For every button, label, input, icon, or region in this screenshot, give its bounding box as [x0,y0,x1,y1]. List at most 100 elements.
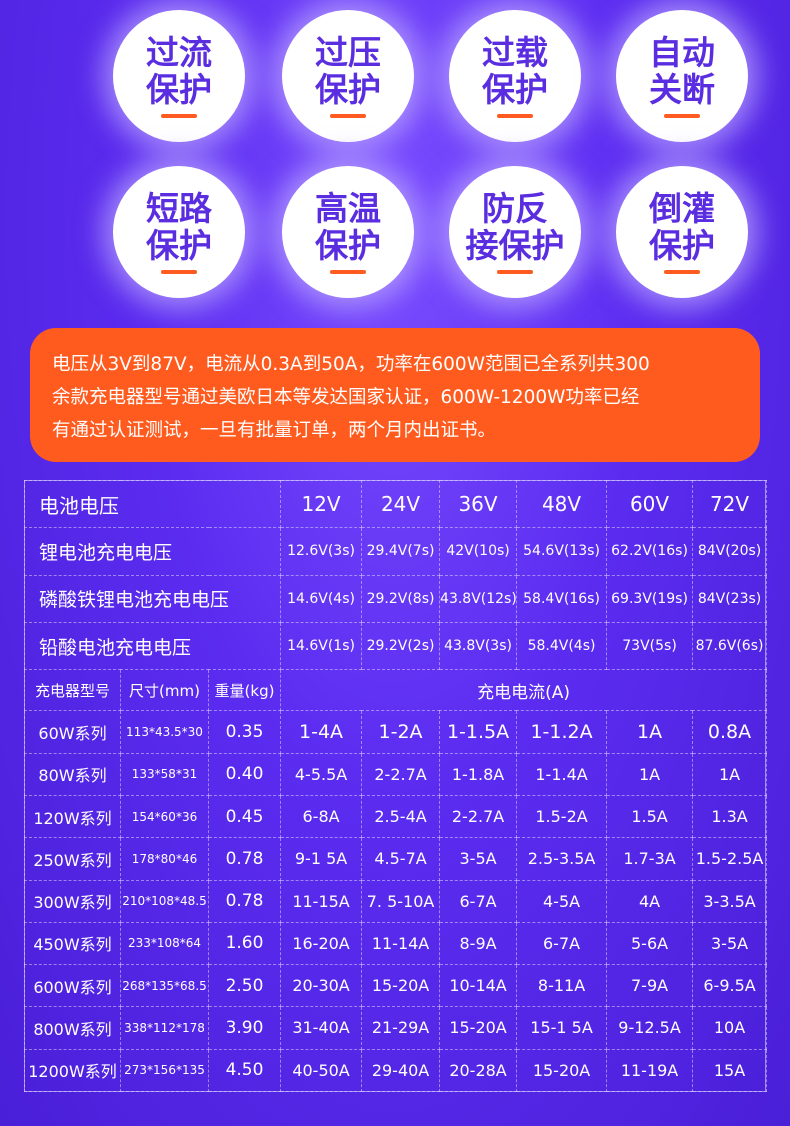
model-size: 154*60*36 [120,794,209,839]
current-cell: 0.8A [692,710,768,754]
current-cell: 5-6A [606,921,694,966]
current-cell: 1-2A [361,710,441,754]
current-cell: 2-2.7A [439,794,518,839]
model-header-row: 充电器型号 尺寸(mm) 重量(kg) 充电电流(A) [24,669,768,712]
note-line: 有通过认证测试，一旦有批量订单，两个月内出证书。 [52,420,497,441]
badge-text: 保护 [482,70,548,109]
current-cell: 4-5A [516,879,608,923]
voltage-header-cell: 36V [439,479,518,529]
voltage-row: 锂电池充电电压 12.6V(3s) 29.4V(7s) 42V(10s) 54.… [23,527,768,576]
model-name: 60W系列 [24,710,121,754]
voltage-row: 铅酸电池充电电压 14.6V(1s) 29.2V(2s) 43.8V(3s) 5… [23,621,768,671]
current-cell: 1-1.5A [439,710,518,754]
voltage-cell: 14.6V(4s) [280,574,363,623]
model-name: 1200W系列 [24,1048,121,1093]
model-row: 80W系列 133*58*31 0.40 4-5.5A 2-2.7A 1-1.8… [24,752,768,796]
model-size: 113*43.5*30 [120,710,209,754]
current-cell: 20-30A [280,964,363,1008]
badge-underline [330,270,366,274]
current-cell: 2-2.7A [361,752,441,796]
voltage-cell: 87.6V(6s) [692,621,768,671]
current-cell: 6-9.5A [692,964,768,1008]
voltage-cell: 73V(5s) [606,621,694,671]
voltage-cell: 29.2V(8s) [361,574,441,623]
current-cell: 1-1.8A [439,752,518,796]
voltage-header-row: 电池电压 12V 24V 36V 48V 60V 72V [23,479,768,529]
current-cell: 1.3A [692,794,768,839]
current-cell: 1A [606,710,694,754]
badge-overload: 过载 保护 [449,10,581,142]
current-cell: 3-5A [439,837,518,881]
badge-text: 自动 [649,33,715,72]
current-cell: 2.5-3.5A [516,837,608,881]
current-cell: 4A [606,879,694,923]
badge-text: 保护 [649,226,715,265]
badge-text: 保护 [146,226,212,265]
voltage-cell: 58.4V(16s) [516,574,608,623]
current-cell: 20-28A [439,1048,518,1093]
badge-reverse-connection: 防反 接保护 [449,166,581,298]
model-header: 充电器型号 [24,669,121,712]
voltage-cell: 29.4V(7s) [361,527,441,576]
note-line: 余款充电器型号通过美欧日本等发达国家认证，600W-1200W功率已经 [52,387,640,408]
model-size: 268*135*68.5 [120,964,209,1008]
current-cell: 6-7A [439,879,518,923]
current-cell: 7. 5-10A [361,879,441,923]
model-size: 210*108*48.5 [120,879,209,923]
spec-table: 电池电压 12V 24V 36V 48V 60V 72V 锂电池充电电压 12.… [23,479,768,1093]
current-cell: 8-9A [439,921,518,966]
voltage-cell: 54.6V(13s) [516,527,608,576]
model-weight: 0.78 [207,837,282,881]
model-row: 800W系列 338*112*178 3.90 31-40A 21-29A 15… [24,1006,768,1050]
model-name: 800W系列 [24,1006,121,1050]
model-weight: 4.50 [207,1048,282,1093]
current-cell: 31-40A [280,1006,363,1050]
current-cell: 21-29A [361,1006,441,1050]
badge-text: 短路 [146,189,212,228]
model-name: 450W系列 [24,921,121,966]
model-weight: 2.50 [207,964,282,1008]
model-size: 133*58*31 [120,752,209,796]
badge-backflow: 倒灌 保护 [616,166,748,298]
protection-badges: 过流 保护 过压 保护 过载 保护 自动 关断 短路 保护 高温 保护 防反 接… [0,0,790,320]
model-name: 120W系列 [24,794,121,839]
voltage-cell: 29.2V(2s) [361,621,441,671]
current-cell: 6-8A [280,794,363,839]
voltage-cell: 62.2V(16s) [606,527,694,576]
badge-text: 防反 [482,189,548,228]
badge-underline [497,270,533,274]
model-row: 300W系列 210*108*48.5 0.78 11-15A 7. 5-10A… [24,879,768,923]
voltage-row-label: 锂电池充电电压 [23,527,282,576]
voltage-cell: 12.6V(3s) [280,527,363,576]
badge-text: 过载 [482,33,548,72]
current-cell: 6-7A [516,921,608,966]
current-cell: 1-1.4A [516,752,608,796]
badge-text: 接保护 [465,226,565,265]
voltage-header-cell: 72V [692,479,768,529]
model-weight: 0.78 [207,879,282,923]
current-cell: 1A [692,752,768,796]
battery-voltage-label: 电池电压 [23,479,282,529]
voltage-header-cell: 48V [516,479,608,529]
badge-underline [497,114,533,118]
current-cell: 8-11A [516,964,608,1008]
current-cell: 3-5A [692,921,768,966]
voltage-cell: 84V(20s) [692,527,768,576]
voltage-row: 磷酸铁锂电池充电电压 14.6V(4s) 29.2V(8s) 43.8V(12s… [23,574,768,623]
model-name: 80W系列 [24,752,121,796]
current-cell: 1-4A [280,710,363,754]
current-cell: 7-9A [606,964,694,1008]
current-cell: 3-3.5A [692,879,768,923]
badge-text: 高温 [315,189,381,228]
voltage-header-cell: 12V [280,479,363,529]
badge-high-temperature: 高温 保护 [282,166,414,298]
weight-header: 重量(kg) [207,669,282,712]
model-row: 60W系列 113*43.5*30 0.35 1-4A 1-2A 1-1.5A … [24,710,768,754]
badge-text: 关断 [649,70,715,109]
voltage-cell: 58.4V(4s) [516,621,608,671]
model-size: 273*156*135 [120,1048,209,1093]
model-row: 450W系列 233*108*64 1.60 16-20A 11-14A 8-9… [24,921,768,966]
badge-overcurrent: 过流 保护 [113,10,245,142]
current-cell: 11-19A [606,1048,694,1093]
model-name: 600W系列 [24,964,121,1008]
